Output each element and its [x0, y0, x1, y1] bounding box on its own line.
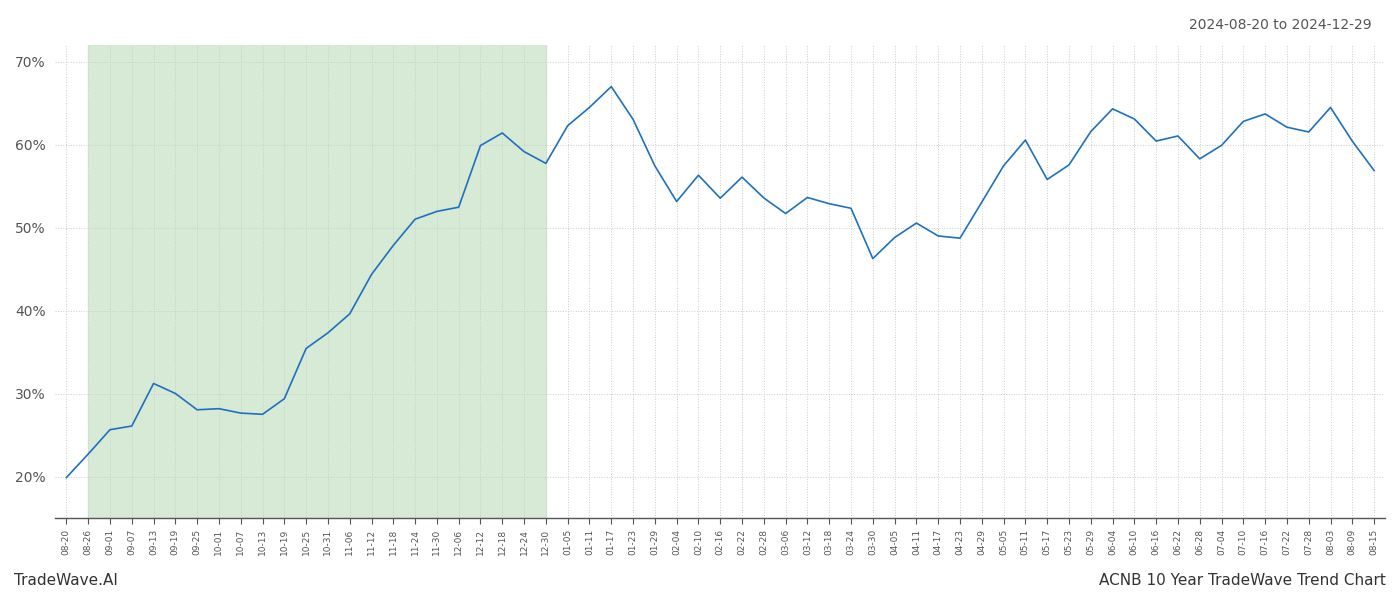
- Text: TradeWave.AI: TradeWave.AI: [14, 573, 118, 588]
- Text: 2024-08-20 to 2024-12-29: 2024-08-20 to 2024-12-29: [1190, 18, 1372, 32]
- Text: ACNB 10 Year TradeWave Trend Chart: ACNB 10 Year TradeWave Trend Chart: [1099, 573, 1386, 588]
- Bar: [88, 45, 546, 518]
